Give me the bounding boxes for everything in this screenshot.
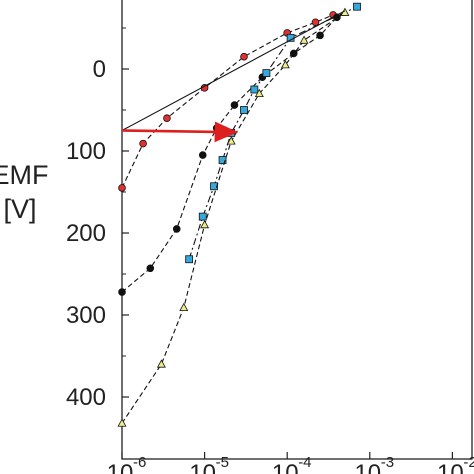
series-3-point <box>156 359 166 368</box>
red-arrow <box>121 121 239 143</box>
x-tick-label: 10 <box>354 460 381 474</box>
plot-frame <box>121 0 473 460</box>
y-axis-label: EMF <box>0 160 49 190</box>
series-1-point <box>212 124 221 132</box>
series-3-point <box>299 35 309 44</box>
series-1-point <box>172 225 181 233</box>
series-2-point <box>198 212 207 221</box>
series-0-line <box>121 14 334 189</box>
series-2-point <box>210 182 218 191</box>
y-tick-label: 300 <box>66 302 106 329</box>
series-1-point <box>118 288 126 296</box>
series-2-point <box>185 255 194 264</box>
series-0-point <box>240 52 248 61</box>
series-3-line <box>121 11 346 424</box>
series-1-point <box>289 49 298 58</box>
series-1-line <box>121 16 338 293</box>
y-tick-label: 0 <box>93 56 106 83</box>
series-3-point <box>179 302 189 312</box>
series-4-line <box>121 10 346 131</box>
series-0-point <box>139 139 147 148</box>
x-tick-exponent: -4 <box>298 454 311 471</box>
series-1-point <box>146 264 155 273</box>
x-tick-label: 10 <box>437 460 464 474</box>
y-tick-label: 200 <box>66 220 106 247</box>
x-tick-exponent: -6 <box>133 454 146 471</box>
series-2-point <box>262 69 271 77</box>
series-0-point <box>118 184 126 192</box>
y-tick-label: 100 <box>66 138 106 165</box>
annotation-layer <box>121 121 239 143</box>
series-2-point <box>353 2 361 11</box>
x-tick-label: 10 <box>189 460 216 474</box>
x-tick-label: 10 <box>272 460 299 474</box>
series-1-point <box>198 151 207 159</box>
series-2-point <box>250 85 259 94</box>
series-1-point <box>316 31 324 40</box>
plot-border <box>121 0 473 460</box>
x-tick-exponent: -2 <box>463 454 474 471</box>
y-tick-label: 400 <box>66 384 106 411</box>
series-3-point <box>280 60 290 69</box>
x-tick-exponent: -5 <box>216 454 229 471</box>
series-3-point <box>200 219 210 229</box>
series-1-point <box>230 101 239 109</box>
series-2-point <box>218 156 227 164</box>
y-axis-label: [V] <box>3 194 36 224</box>
series-0-point <box>163 114 171 122</box>
series-layer <box>117 2 361 427</box>
series-3-point <box>117 418 127 427</box>
x-tick-exponent: -3 <box>381 454 394 471</box>
series-2-point <box>240 106 248 114</box>
series-3-point <box>254 88 264 97</box>
x-tick-label: 10 <box>107 460 134 474</box>
